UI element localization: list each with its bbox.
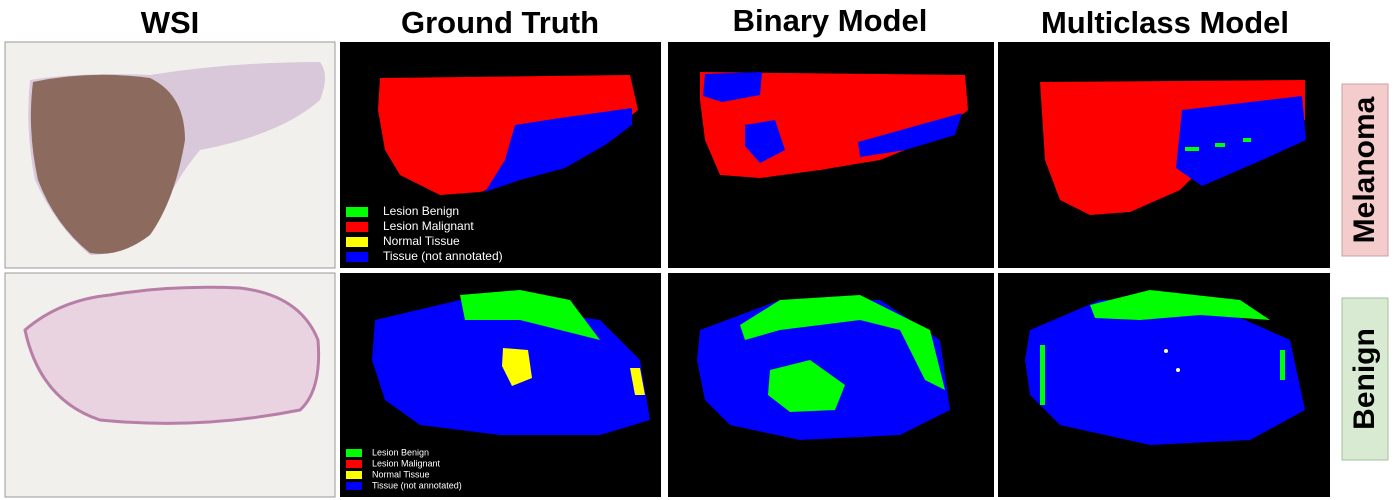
figure: WSI Ground Truth Binary Model Multiclass… [0,0,1395,500]
legend-label: Normal Tissue [372,469,430,479]
binary-model-map [668,273,994,497]
column-header: Binary Model [733,3,928,38]
multiclass-model-map [998,42,1330,268]
legend-label: Lesion Benign [383,204,459,218]
legend-label: Normal Tissue [383,234,460,248]
column-header: Ground Truth [401,5,599,40]
multiclass-model-map [998,273,1330,497]
legend-label: Lesion Benign [372,447,429,457]
row-label: Melanoma [1348,96,1381,243]
wsi-image [5,42,335,268]
wsi-image [5,273,335,497]
legend-label: Lesion Malignant [383,219,474,233]
legend-label: Tissue (not annotated) [372,480,462,490]
legend-label: Lesion Malignant [372,458,441,468]
legend-label: Tissue (not annotated) [383,249,503,263]
binary-model-map [668,42,994,268]
column-header: WSI [141,5,200,40]
row-label: Benign [1348,328,1381,430]
column-header: Multiclass Model [1041,5,1289,40]
ground-truth-map: Lesion Benign Lesion Malignant Normal Ti… [340,273,661,497]
ground-truth-map: Lesion Benign Lesion Malignant Normal Ti… [340,42,661,268]
